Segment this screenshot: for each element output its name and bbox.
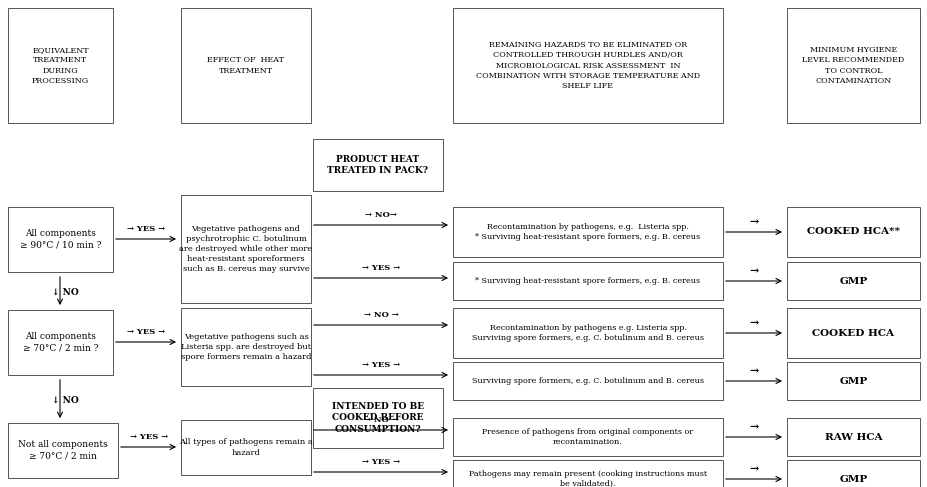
Text: EQUIVALENT
TREATMENT
DURING
PROCESSING: EQUIVALENT TREATMENT DURING PROCESSING [32,46,89,85]
Bar [181,308,311,386]
Text: → YES →: → YES → [362,264,400,272]
Text: → YES →: → YES → [362,361,400,369]
Text: → NO→: → NO→ [364,211,397,219]
Text: Surviving spore formers, e.g. C. botulinum and B. cereus: Surviving spore formers, e.g. C. botulin… [472,377,704,385]
Text: → NO →: → NO → [363,416,398,424]
Bar [786,460,919,487]
Text: → NO →: → NO → [363,311,398,319]
Text: COOKED HCA: COOKED HCA [812,329,894,337]
Bar [452,362,722,400]
Text: GMP: GMP [838,277,867,285]
Text: Vegetative pathogens such as
Listeria spp. are destroyed but
spore formers remai: Vegetative pathogens such as Listeria sp… [181,333,311,361]
Text: All components
≥ 70°C / 2 min ?: All components ≥ 70°C / 2 min ? [23,332,98,353]
Bar [786,362,919,400]
Text: ↓ NO: ↓ NO [52,287,79,297]
Text: →: → [748,216,758,227]
Bar [786,262,919,300]
Bar [8,207,113,272]
Text: MINIMUM HYGIENE
LEVEL RECOMMENDED
TO CONTROL
CONTAMINATION: MINIMUM HYGIENE LEVEL RECOMMENDED TO CON… [802,46,904,85]
Text: Recontamination by pathogens, e.g.  Listeria spp.
* Surviving heat-resistant spo: Recontamination by pathogens, e.g. Liste… [475,223,700,241]
Bar [8,8,113,123]
Text: INTENDED TO BE
COOKED BEFORE
CONSUMPTION?: INTENDED TO BE COOKED BEFORE CONSUMPTION… [332,402,424,434]
Text: → YES →: → YES → [127,328,165,336]
Text: EFFECT OF  HEAT
TREATMENT: EFFECT OF HEAT TREATMENT [208,56,285,75]
Bar [312,388,442,448]
Text: →: → [748,317,758,328]
Text: → YES →: → YES → [362,458,400,466]
Bar [8,423,118,478]
Text: →: → [748,365,758,376]
Text: Vegetative pathogens and
psychrotrophic C. botulinum
are destroyed while other m: Vegetative pathogens and psychrotrophic … [179,225,312,273]
Text: All types of pathogens remain a
hazard: All types of pathogens remain a hazard [179,438,312,456]
Bar [452,460,722,487]
Text: Presence of pathogens from original components or
recontamination.: Presence of pathogens from original comp… [482,428,692,446]
Bar [452,8,722,123]
Text: RAW HCA: RAW HCA [824,432,882,442]
Bar [8,310,113,375]
Text: REMAINING HAZARDS TO BE ELIMINATED OR
CONTROLLED THROUGH HURDLES AND/OR
MICROBIO: REMAINING HAZARDS TO BE ELIMINATED OR CO… [476,41,699,90]
Text: ↓ NO: ↓ NO [52,395,79,405]
Text: →: → [748,421,758,432]
Bar [786,207,919,257]
Text: All components
≥ 90°C / 10 min ?: All components ≥ 90°C / 10 min ? [19,229,101,250]
Bar [452,262,722,300]
Bar [181,420,311,475]
Text: GMP: GMP [838,474,867,484]
Bar [452,207,722,257]
Bar [786,418,919,456]
Text: GMP: GMP [838,376,867,386]
Bar [786,308,919,358]
Text: Not all components
≥ 70°C / 2 min: Not all components ≥ 70°C / 2 min [19,440,108,461]
Text: → YES →: → YES → [127,225,165,233]
Bar [181,8,311,123]
Text: →: → [748,265,758,276]
Bar [312,139,442,191]
Text: PRODUCT HEAT
TREATED IN PACK?: PRODUCT HEAT TREATED IN PACK? [327,155,428,175]
Bar [181,195,311,303]
Bar [452,308,722,358]
Text: Recontamination by pathogens e.g. Listeria spp.
Surviving spore formers, e.g. C.: Recontamination by pathogens e.g. Lister… [472,324,704,342]
Text: * Surviving heat-resistant spore formers, e.g. B. cereus: * Surviving heat-resistant spore formers… [475,277,700,285]
Text: → YES →: → YES → [130,433,168,441]
Bar [452,418,722,456]
Text: →: → [748,463,758,474]
Bar [786,8,919,123]
Text: Pathogens may remain present (cooking instructions must
be validated).: Pathogens may remain present (cooking in… [468,470,706,487]
Text: COOKED HCA**: COOKED HCA** [806,227,899,237]
